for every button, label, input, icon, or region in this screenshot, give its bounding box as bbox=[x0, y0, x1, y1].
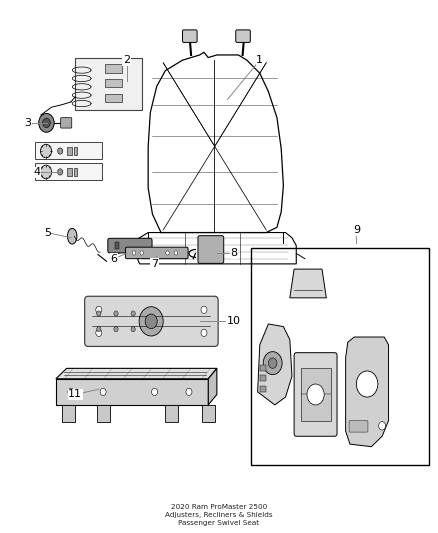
Polygon shape bbox=[56, 368, 217, 379]
Circle shape bbox=[114, 327, 118, 332]
FancyBboxPatch shape bbox=[294, 353, 337, 436]
Circle shape bbox=[97, 311, 101, 316]
Bar bbox=[97, 405, 110, 422]
FancyBboxPatch shape bbox=[125, 247, 188, 259]
Polygon shape bbox=[208, 368, 217, 405]
FancyBboxPatch shape bbox=[60, 118, 72, 128]
Bar bbox=[74, 168, 78, 175]
Polygon shape bbox=[258, 324, 292, 405]
Text: 2: 2 bbox=[123, 55, 130, 65]
Circle shape bbox=[58, 169, 63, 175]
FancyBboxPatch shape bbox=[236, 30, 251, 43]
Text: 10: 10 bbox=[227, 317, 241, 326]
Circle shape bbox=[152, 388, 158, 395]
FancyBboxPatch shape bbox=[300, 368, 331, 421]
Bar bbox=[74, 148, 78, 155]
Circle shape bbox=[166, 251, 169, 255]
Circle shape bbox=[96, 329, 102, 336]
Circle shape bbox=[140, 251, 144, 255]
Ellipse shape bbox=[67, 228, 77, 244]
Circle shape bbox=[131, 327, 135, 332]
Circle shape bbox=[42, 118, 50, 127]
Text: 2020 Ram ProMaster 2500
Adjusters, Recliners & Shields
Passenger Swivel Seat: 2020 Ram ProMaster 2500 Adjusters, Recli… bbox=[165, 504, 273, 526]
FancyBboxPatch shape bbox=[349, 421, 368, 432]
Circle shape bbox=[379, 422, 385, 430]
Circle shape bbox=[139, 306, 163, 336]
Bar bbox=[166, 405, 178, 422]
Circle shape bbox=[357, 371, 378, 397]
Text: 11: 11 bbox=[68, 390, 82, 399]
Polygon shape bbox=[56, 379, 208, 405]
Bar bbox=[105, 64, 123, 72]
Bar bbox=[260, 375, 266, 382]
Circle shape bbox=[40, 165, 52, 179]
Circle shape bbox=[145, 314, 157, 329]
Text: 7: 7 bbox=[151, 259, 158, 269]
FancyBboxPatch shape bbox=[198, 236, 224, 263]
Text: 9: 9 bbox=[353, 225, 360, 235]
Circle shape bbox=[263, 352, 282, 375]
Bar bbox=[67, 148, 72, 155]
Circle shape bbox=[40, 144, 52, 158]
Circle shape bbox=[268, 358, 277, 368]
Text: 3: 3 bbox=[25, 118, 32, 128]
Circle shape bbox=[68, 388, 74, 395]
Circle shape bbox=[201, 306, 207, 313]
Bar bbox=[62, 405, 75, 422]
Circle shape bbox=[96, 306, 102, 313]
Bar bbox=[260, 365, 266, 371]
Bar bbox=[115, 243, 120, 249]
Text: 6: 6 bbox=[110, 254, 117, 264]
Circle shape bbox=[100, 388, 106, 395]
Text: 5: 5 bbox=[44, 228, 51, 238]
Circle shape bbox=[201, 329, 207, 336]
Circle shape bbox=[39, 114, 54, 132]
Bar bbox=[35, 163, 102, 180]
Bar bbox=[105, 79, 123, 87]
Bar bbox=[260, 385, 266, 392]
Polygon shape bbox=[290, 269, 326, 298]
Circle shape bbox=[307, 384, 324, 405]
Circle shape bbox=[186, 388, 192, 395]
Circle shape bbox=[174, 251, 178, 255]
Bar bbox=[202, 405, 215, 422]
Circle shape bbox=[132, 251, 136, 255]
Bar bbox=[251, 248, 429, 465]
Circle shape bbox=[97, 327, 101, 332]
Circle shape bbox=[58, 148, 63, 154]
FancyBboxPatch shape bbox=[85, 296, 218, 346]
Text: 1: 1 bbox=[256, 55, 263, 65]
Bar bbox=[35, 142, 102, 159]
Circle shape bbox=[114, 311, 118, 316]
Text: 4: 4 bbox=[33, 167, 40, 177]
Circle shape bbox=[131, 311, 135, 316]
FancyBboxPatch shape bbox=[75, 58, 142, 110]
Bar bbox=[67, 168, 72, 175]
FancyBboxPatch shape bbox=[108, 238, 152, 253]
Text: 8: 8 bbox=[230, 248, 237, 259]
FancyBboxPatch shape bbox=[183, 30, 197, 43]
Polygon shape bbox=[346, 337, 389, 447]
Bar bbox=[105, 94, 123, 102]
